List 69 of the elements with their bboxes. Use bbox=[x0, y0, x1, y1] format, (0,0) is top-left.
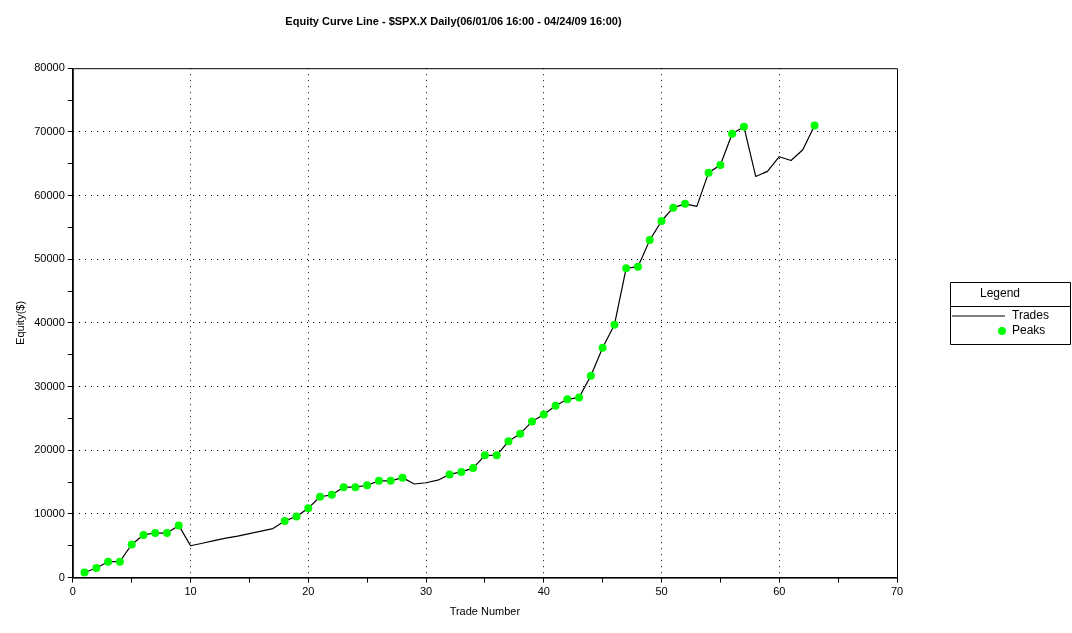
point bbox=[104, 557, 113, 566]
point bbox=[80, 568, 89, 577]
point bbox=[351, 483, 360, 492]
point bbox=[151, 529, 160, 538]
x-axis-title: Trade Number bbox=[449, 605, 521, 618]
point bbox=[363, 481, 372, 490]
x-tick-label: 30 bbox=[419, 585, 433, 598]
point bbox=[739, 122, 748, 131]
point bbox=[327, 490, 336, 499]
point bbox=[445, 470, 454, 479]
legend-label: Trades bbox=[1012, 308, 1049, 323]
y-tick-label: 20000 bbox=[34, 443, 65, 456]
point bbox=[598, 343, 607, 352]
point bbox=[280, 516, 289, 525]
y-tick-label: 70000 bbox=[34, 124, 65, 137]
point bbox=[339, 483, 348, 492]
point bbox=[304, 504, 313, 513]
point bbox=[504, 437, 513, 446]
x-tick-label: 60 bbox=[773, 585, 786, 598]
x-tick-label: 70 bbox=[890, 585, 904, 598]
chart-title: Equity Curve Line - $SPX.X Daily(06/01/06 16:00 - 04/24/09 16:00) bbox=[285, 14, 622, 27]
point bbox=[292, 512, 301, 521]
point bbox=[728, 129, 737, 138]
x-tick-label: 50 bbox=[655, 585, 668, 598]
y-axis-title: Equity($) bbox=[13, 300, 26, 345]
point bbox=[539, 410, 548, 419]
point bbox=[174, 521, 183, 530]
point bbox=[633, 262, 642, 271]
point bbox=[92, 564, 101, 573]
y-tick-label: 30000 bbox=[34, 379, 65, 392]
point bbox=[115, 557, 124, 566]
y-tick-label: 60000 bbox=[34, 188, 65, 201]
point bbox=[716, 160, 725, 169]
point bbox=[457, 467, 466, 476]
point bbox=[316, 492, 325, 501]
point bbox=[657, 217, 666, 226]
point bbox=[127, 540, 136, 549]
point bbox=[610, 320, 619, 329]
point bbox=[586, 371, 595, 380]
point bbox=[704, 168, 713, 177]
x-tick-label: 0 bbox=[69, 585, 76, 598]
point bbox=[669, 203, 678, 212]
point bbox=[480, 451, 489, 460]
y-tick-label: 50000 bbox=[34, 252, 65, 265]
point bbox=[575, 393, 584, 402]
x-tick-label: 20 bbox=[302, 585, 315, 598]
point bbox=[469, 464, 478, 473]
point bbox=[622, 264, 631, 273]
point bbox=[810, 121, 819, 130]
point bbox=[645, 236, 654, 245]
point bbox=[492, 451, 501, 460]
point bbox=[681, 199, 690, 208]
point bbox=[139, 530, 148, 539]
point bbox=[516, 429, 525, 438]
point bbox=[386, 476, 395, 485]
x-tick-label: 10 bbox=[184, 585, 197, 598]
point bbox=[162, 529, 171, 538]
point bbox=[398, 473, 407, 482]
point bbox=[563, 395, 572, 404]
point bbox=[374, 476, 383, 485]
legend-title: Legend bbox=[979, 286, 1021, 301]
x-tick-label: 40 bbox=[537, 585, 550, 598]
y-tick-label: 80000 bbox=[34, 61, 65, 74]
y-tick-label: 10000 bbox=[34, 506, 65, 519]
point bbox=[551, 401, 560, 410]
y-tick-label: 40000 bbox=[34, 315, 65, 328]
y-tick-label: 0 bbox=[58, 570, 65, 583]
point bbox=[527, 417, 536, 426]
legend-label: Peaks bbox=[1012, 323, 1046, 338]
